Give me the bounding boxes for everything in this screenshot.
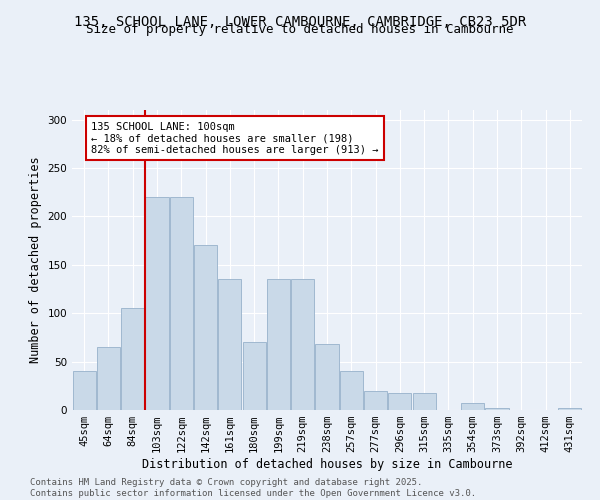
Bar — [559, 408, 581, 410]
Bar — [461, 403, 484, 410]
Bar — [73, 372, 95, 410]
Bar — [485, 408, 509, 410]
Bar — [97, 347, 120, 410]
Bar — [121, 308, 144, 410]
Bar — [242, 342, 266, 410]
Bar — [316, 344, 338, 410]
Bar — [413, 392, 436, 410]
Text: 135 SCHOOL LANE: 100sqm
← 18% of detached houses are smaller (198)
82% of semi-d: 135 SCHOOL LANE: 100sqm ← 18% of detache… — [91, 122, 379, 155]
Bar — [145, 197, 169, 410]
Text: Contains HM Land Registry data © Crown copyright and database right 2025.
Contai: Contains HM Land Registry data © Crown c… — [30, 478, 476, 498]
X-axis label: Distribution of detached houses by size in Cambourne: Distribution of detached houses by size … — [142, 458, 512, 471]
Bar — [364, 390, 387, 410]
Y-axis label: Number of detached properties: Number of detached properties — [29, 156, 42, 364]
Bar — [388, 392, 412, 410]
Bar — [194, 246, 217, 410]
Text: Size of property relative to detached houses in Cambourne: Size of property relative to detached ho… — [86, 22, 514, 36]
Bar — [218, 280, 241, 410]
Bar — [291, 280, 314, 410]
Bar — [340, 372, 363, 410]
Bar — [170, 197, 193, 410]
Text: 135, SCHOOL LANE, LOWER CAMBOURNE, CAMBRIDGE, CB23 5DR: 135, SCHOOL LANE, LOWER CAMBOURNE, CAMBR… — [74, 15, 526, 29]
Bar — [267, 280, 290, 410]
